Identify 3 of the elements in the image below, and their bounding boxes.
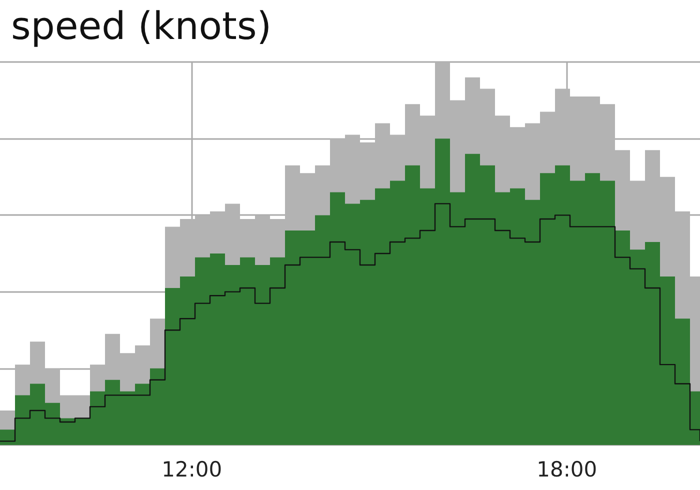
x-tick-label: 18:00 [536,458,598,482]
x-tick-label: 12:00 [162,458,222,482]
chart-title: speed (knots) [11,4,272,48]
